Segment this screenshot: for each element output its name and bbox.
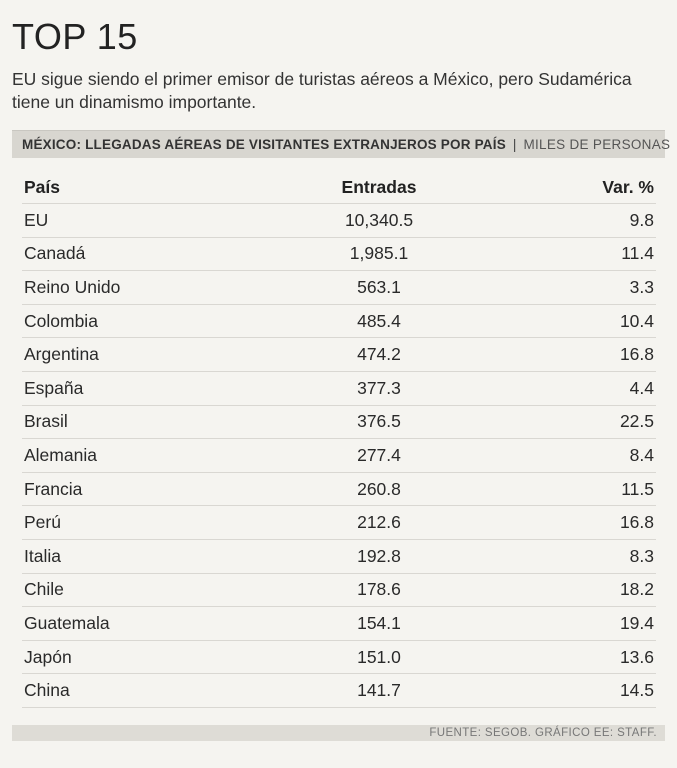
- cell-country: Colombia: [24, 310, 98, 331]
- table-header-bar: MÉXICO: LLEGADAS AÉREAS DE VISITANTES EX…: [12, 130, 670, 158]
- cell-variation: 11.5: [621, 478, 654, 499]
- table-row: Argentina 474.2 16.8: [22, 338, 656, 372]
- cell-entries: 485.4: [357, 310, 401, 331]
- column-header-country: País: [24, 176, 60, 197]
- cell-entries: 1,985.1: [349, 243, 409, 264]
- cell-variation: 9.8: [629, 209, 654, 230]
- cell-entries: 154.1: [357, 612, 401, 633]
- cell-entries: 10,340.5: [344, 209, 414, 230]
- cell-entries: 178.6: [357, 579, 401, 600]
- cell-variation: 8.4: [629, 444, 654, 465]
- cell-variation: 3.3: [629, 276, 654, 297]
- cell-country: Italia: [24, 545, 61, 566]
- cell-country: Guatemala: [24, 612, 110, 633]
- table-row: Colombia 485.4 10.4: [22, 305, 656, 339]
- table-unit: MILES DE PERSONAS: [523, 137, 671, 152]
- subtitle: EU sigue siendo el primer emisor de turi…: [12, 69, 632, 112]
- table-row: España 377.3 4.4: [22, 372, 656, 406]
- table-row: Reino Unido 563.1 3.3: [22, 271, 656, 305]
- cell-entries: 192.8: [357, 545, 401, 566]
- cell-variation: 16.8: [619, 344, 654, 365]
- cell-variation: 13.6: [619, 646, 654, 667]
- table-title: MÉXICO: LLEGADAS AÉREAS DE VISITANTES EX…: [22, 137, 506, 152]
- data-table: País Entradas Var. % EU 10,340.5 9.8 Canadá…: [22, 171, 656, 708]
- table-row: China 141.7 14.5: [22, 674, 656, 708]
- cell-country: Reino Unido: [24, 276, 121, 297]
- cell-country: Brasil: [24, 411, 68, 432]
- table-row: Alemania 277.4 8.4: [22, 439, 656, 473]
- cell-entries: 474.2: [357, 344, 401, 365]
- cell-variation: 19.4: [619, 612, 654, 633]
- table-row: Guatemala 154.1 19.4: [22, 607, 656, 641]
- cell-variation: 10.4: [619, 310, 654, 331]
- cell-country: Alemania: [24, 444, 97, 465]
- cell-entries: 151.0: [357, 646, 401, 667]
- cell-variation: 8.3: [629, 545, 654, 566]
- cell-country: Japón: [24, 646, 72, 667]
- cell-country: EU: [24, 209, 49, 230]
- page-title: TOP 15: [12, 16, 138, 57]
- cell-variation: 14.5: [619, 680, 654, 701]
- table-row: Canadá 1,985.1 11.4: [22, 238, 656, 272]
- cell-entries: 563.1: [357, 276, 401, 297]
- table-row: Japón 151.0 13.6: [22, 641, 656, 675]
- cell-entries: 212.6: [357, 512, 401, 533]
- table-row: Perú 212.6 16.8: [22, 506, 656, 540]
- table-row: Chile 178.6 18.2: [22, 574, 656, 608]
- table-row: Francia 260.8 11.5: [22, 473, 656, 507]
- cell-country: China: [24, 680, 70, 701]
- cell-country: Argentina: [24, 344, 99, 365]
- cell-variation: 4.4: [629, 377, 654, 398]
- table-header-row: País Entradas Var. %: [22, 171, 656, 204]
- cell-variation: 16.8: [619, 512, 654, 533]
- cell-country: Perú: [24, 512, 61, 533]
- cell-entries: 260.8: [357, 478, 401, 499]
- header-separator: |: [512, 137, 517, 152]
- cell-variation: 18.2: [619, 579, 654, 600]
- table-row: EU 10,340.5 9.8: [22, 204, 656, 238]
- cell-country: Francia: [24, 478, 83, 499]
- cell-country: España: [24, 377, 84, 398]
- column-header-variation: Var. %: [602, 176, 654, 197]
- table-row: Brasil 376.5 22.5: [22, 406, 656, 440]
- cell-country: Canadá: [24, 243, 86, 264]
- cell-entries: 377.3: [357, 377, 401, 398]
- column-header-entries: Entradas: [341, 176, 417, 197]
- cell-country: Chile: [24, 579, 64, 600]
- cell-entries: 277.4: [357, 444, 401, 465]
- cell-entries: 376.5: [357, 411, 401, 432]
- table-row: Italia 192.8 8.3: [22, 540, 656, 574]
- cell-variation: 22.5: [619, 411, 654, 432]
- cell-entries: 141.7: [357, 680, 401, 701]
- cell-variation: 11.4: [621, 243, 654, 264]
- source-footer: FUENTE: SEGOB. GRÁFICO EE: STAFF.: [12, 725, 665, 741]
